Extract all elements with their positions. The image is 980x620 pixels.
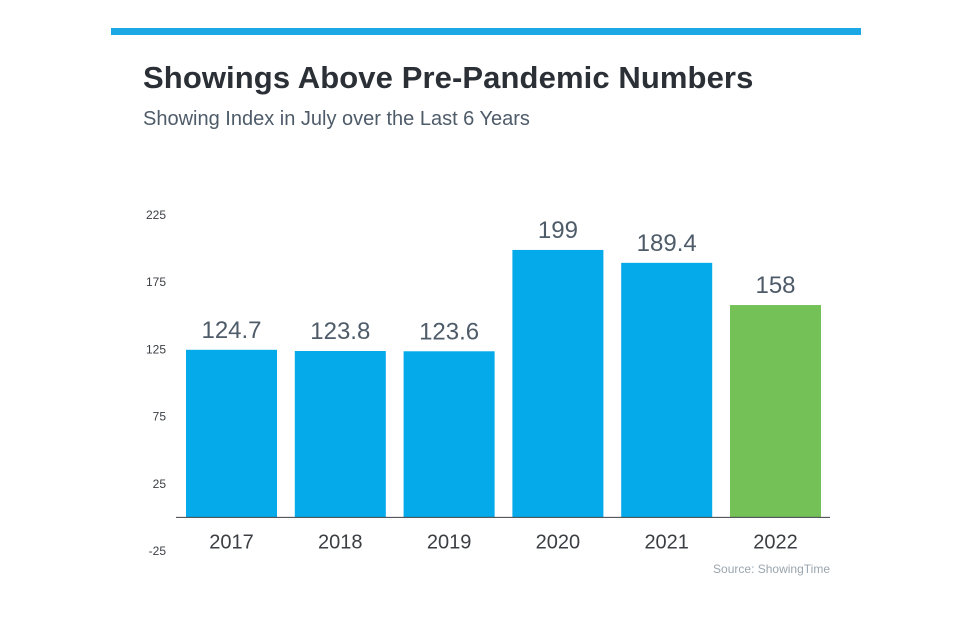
y-tick-label: 125 (146, 342, 166, 356)
accent-bar (111, 28, 861, 35)
y-tick-label: 225 (146, 208, 166, 222)
bar (294, 351, 386, 518)
data-label: 158 (755, 272, 795, 299)
y-tick-label: 25 (153, 477, 167, 491)
x-tick-label: 2018 (318, 531, 363, 553)
data-label: 199 (538, 217, 578, 244)
data-label: 123.8 (310, 318, 370, 345)
x-tick-label: 2022 (753, 531, 798, 553)
y-tick-label: 175 (146, 275, 166, 289)
y-tick-label: 75 (153, 410, 167, 424)
data-label: 124.7 (201, 317, 261, 344)
data-label: 123.6 (419, 318, 479, 345)
data-label: 189.4 (637, 230, 697, 257)
x-tick-label: 2021 (644, 531, 689, 553)
bar (403, 351, 495, 518)
chart-title: Showings Above Pre-Pandemic Numbers (143, 60, 754, 95)
x-tick-label: 2017 (209, 531, 254, 553)
bar (512, 249, 604, 518)
chart-subtitle: Showing Index in July over the Last 6 Ye… (143, 108, 530, 130)
x-tick-label: 2019 (427, 531, 472, 553)
bar (621, 262, 713, 518)
y-tick-label: -25 (149, 544, 167, 558)
source-note: Source: ShowingTime (713, 562, 830, 576)
bar (730, 305, 821, 518)
x-tick-label: 2020 (536, 531, 581, 553)
bar (186, 349, 277, 518)
